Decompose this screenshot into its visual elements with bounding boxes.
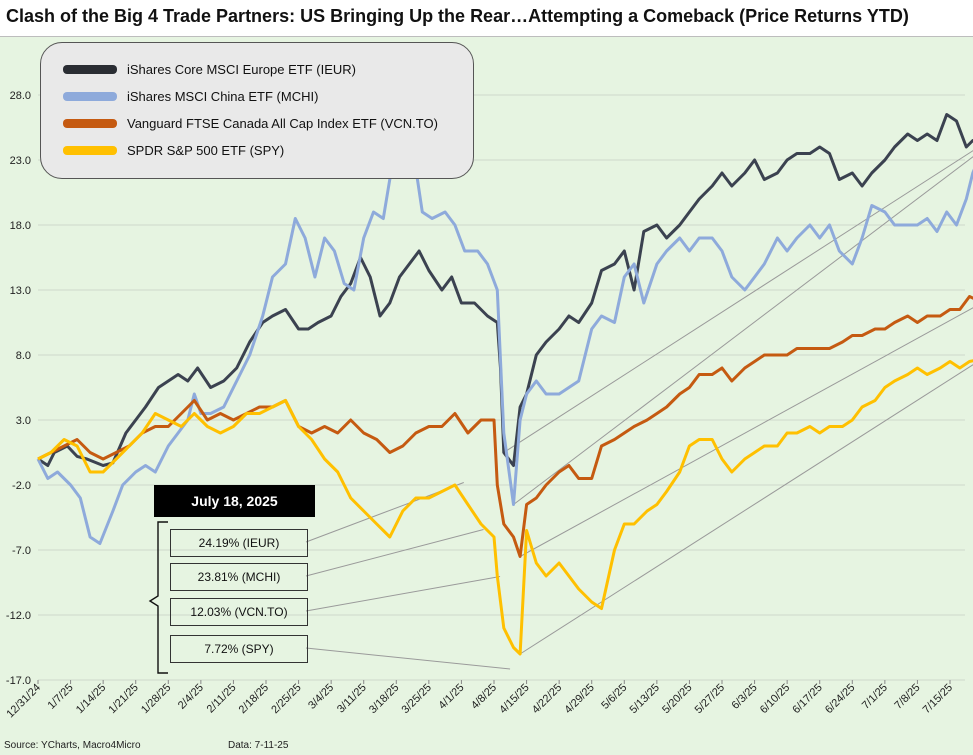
trend-line (513, 156, 973, 505)
callout-brace (148, 521, 168, 674)
trend-line (503, 150, 973, 453)
series-line-vcn (37, 295, 973, 558)
y-axis-ticks: 28.0 23.0 18.0 13.0 8.0 3.0 -2.0 -7.0 -12.0 -17.0 (6, 90, 31, 687)
x-tick-label: 6/3/25 (730, 682, 760, 712)
trend-lines (503, 150, 973, 655)
legend-item-ieur: iShares Core MSCI Europe ETF (IEUR) (63, 58, 356, 80)
x-tick-label: 5/13/25 (628, 682, 662, 716)
series-line-mchi (36, 132, 973, 545)
x-tick-label: 3/25/25 (400, 682, 434, 716)
legend-swatch-mchi (63, 91, 117, 101)
x-tick-label: 1/7/25 (46, 682, 76, 712)
x-tick-label: 7/1/25 (860, 682, 890, 712)
legend-swatch-vcn (63, 118, 117, 128)
legend-item-mchi: iShares MSCI China ETF (MCHI) (63, 85, 318, 107)
chart-title: Clash of the Big 4 Trade Partners: US Br… (6, 6, 909, 26)
y-tick-label: 23.0 (10, 155, 31, 167)
series-lines (36, 113, 973, 656)
x-tick-label: 1/21/25 (106, 682, 140, 716)
footer-data-date: Data: 7-11-25 (228, 740, 289, 751)
y-tick-label: 13.0 (10, 285, 31, 297)
title-bar: Clash of the Big 4 Trade Partners: US Br… (0, 0, 973, 37)
y-tick-label: -2.0 (12, 480, 31, 492)
legend-item-spy: SPDR S&P 500 ETF (SPY) (63, 139, 284, 161)
callout-leader-line (305, 647, 511, 670)
x-tick-label: 6/10/25 (758, 682, 792, 716)
y-tick-label: 28.0 (10, 90, 31, 102)
x-tick-label: 2/25/25 (269, 682, 303, 716)
x-tick-label: 5/20/25 (660, 682, 694, 716)
callout-value-spy: 7.72% (SPY) (170, 635, 308, 663)
x-tick-label: 2/4/25 (176, 682, 206, 712)
x-tick-label: 7/15/25 (921, 682, 955, 716)
x-tick-label: 4/15/25 (497, 682, 531, 716)
series-line-spy (37, 359, 973, 656)
footer-source: Source: YCharts, Macro4Micro (4, 740, 141, 751)
legend-label-ieur: iShares Core MSCI Europe ETF (IEUR) (127, 61, 357, 77)
x-tick-label: 1/28/25 (139, 682, 173, 716)
legend: iShares Core MSCI Europe ETF (IEUR) iSha… (40, 42, 474, 179)
callout-leader-line (305, 529, 484, 577)
x-tick-label: 4/29/25 (562, 682, 596, 716)
legend-label-vcn: Vanguard FTSE Canada All Cap Index ETF (… (127, 115, 438, 131)
y-tick-label: -17.0 (6, 675, 31, 687)
x-tick-label: 4/8/25 (469, 682, 499, 712)
x-tick-label: 1/14/25 (74, 682, 108, 716)
x-tick-label: 3/11/25 (335, 682, 369, 716)
x-tick-label: 6/17/25 (790, 682, 824, 716)
trend-line (519, 364, 973, 655)
legend-label-mchi: iShares MSCI China ETF (MCHI) (127, 88, 319, 104)
callout-value-ieur: 24.19% (IEUR) (170, 529, 308, 557)
y-tick-label: 3.0 (16, 415, 31, 427)
x-axis-ticks: 12/31/24 1/7/251/14/251/21/251/28/25 2/4/2… (4, 680, 955, 720)
callout-value-vcn: 12.03% (VCN.TO) (170, 598, 308, 626)
series-line-ieur (37, 113, 973, 467)
x-tick-label: 7/8/25 (892, 682, 922, 712)
y-tick-label: 18.0 (10, 220, 31, 232)
y-tick-label: -12.0 (6, 610, 31, 622)
x-tick-label: 5/27/25 (693, 682, 727, 716)
legend-swatch-spy (63, 145, 117, 155)
line-chart: 28.0 23.0 18.0 13.0 8.0 3.0 -2.0 -7.0 -12.0 -17.0… (4, 90, 973, 720)
trend-line (519, 307, 973, 557)
x-tick-label: 4/1/25 (436, 682, 466, 712)
x-tick-label: 2/11/25 (205, 682, 239, 716)
x-tick-label: 6/24/25 (823, 682, 857, 716)
x-tick-label: 12/31/24 (4, 682, 43, 721)
legend-item-vcn: Vanguard FTSE Canada All Cap Index ETF (… (63, 112, 438, 134)
callout-value-mchi: 23.81% (MCHI) (170, 563, 308, 591)
callout-leader-line (305, 576, 501, 612)
x-tick-label: 3/18/25 (367, 682, 401, 716)
x-tick-label: 3/4/25 (306, 682, 336, 712)
legend-label-spy: SPDR S&P 500 ETF (SPY) (127, 142, 285, 158)
x-tick-label: 5/6/25 (599, 682, 629, 712)
x-tick-label: 4/22/25 (530, 682, 564, 716)
x-tick-label: 2/18/25 (237, 682, 271, 716)
y-tick-label: -7.0 (12, 545, 31, 557)
legend-swatch-ieur (63, 64, 117, 74)
callout-leader-lines (305, 482, 511, 670)
y-tick-label: 8.0 (16, 350, 31, 362)
callout-date: July 18, 2025 (154, 485, 315, 517)
